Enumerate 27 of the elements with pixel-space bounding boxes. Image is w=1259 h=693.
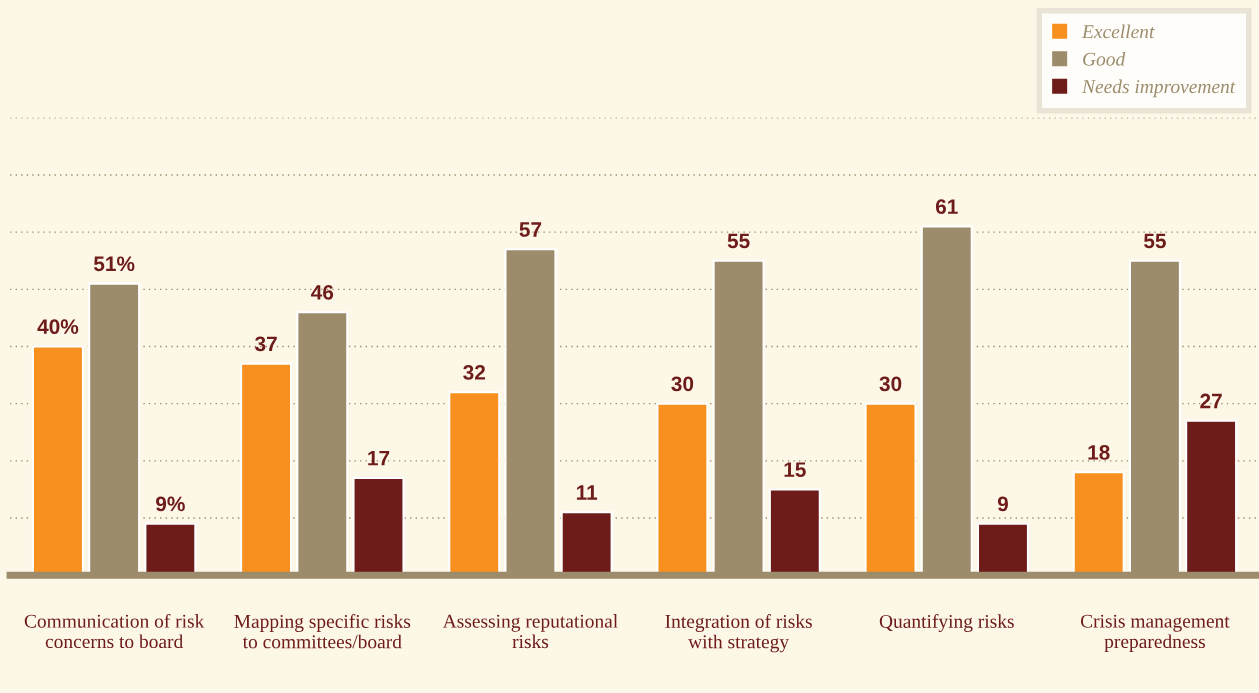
data-label: 37 [255, 336, 277, 352]
data-label: 61 [935, 199, 958, 214]
data-label: 57 [519, 222, 542, 237]
x-tick-label: Mapping specific risks to committees/board [234, 614, 411, 649]
data-label: 46 [311, 284, 334, 300]
data-label: 9 [997, 496, 1008, 512]
data-label: 11 [576, 485, 598, 500]
legend-label: Good [1083, 52, 1126, 66]
data-label: 30 [671, 376, 694, 392]
x-tick-label: Quantifying risks [879, 614, 1014, 632]
data-label: 30 [879, 376, 902, 392]
x-tick-label: Assessing reputational risks [442, 614, 618, 649]
data-label: 55 [727, 233, 750, 249]
data-label: 27 [1200, 393, 1222, 409]
data-label: 51% [93, 256, 135, 272]
data-label: 40% [37, 319, 79, 335]
legend-label: Needs improvement [1081, 79, 1236, 98]
data-label: 15 [784, 462, 806, 477]
x-tick-label: Communication of risk concerns to board [24, 613, 205, 649]
x-tick-label: Integration of risks with strategy [665, 614, 812, 653]
data-label: 9% [156, 496, 185, 512]
data-label: 55 [1143, 233, 1166, 249]
data-label: 32 [463, 365, 486, 380]
x-tick-label: Crisis management preparedness [1080, 614, 1230, 653]
legend-label: Excellent [1081, 24, 1155, 39]
data-label: 17 [368, 451, 390, 466]
data-label: 18 [1088, 445, 1110, 460]
